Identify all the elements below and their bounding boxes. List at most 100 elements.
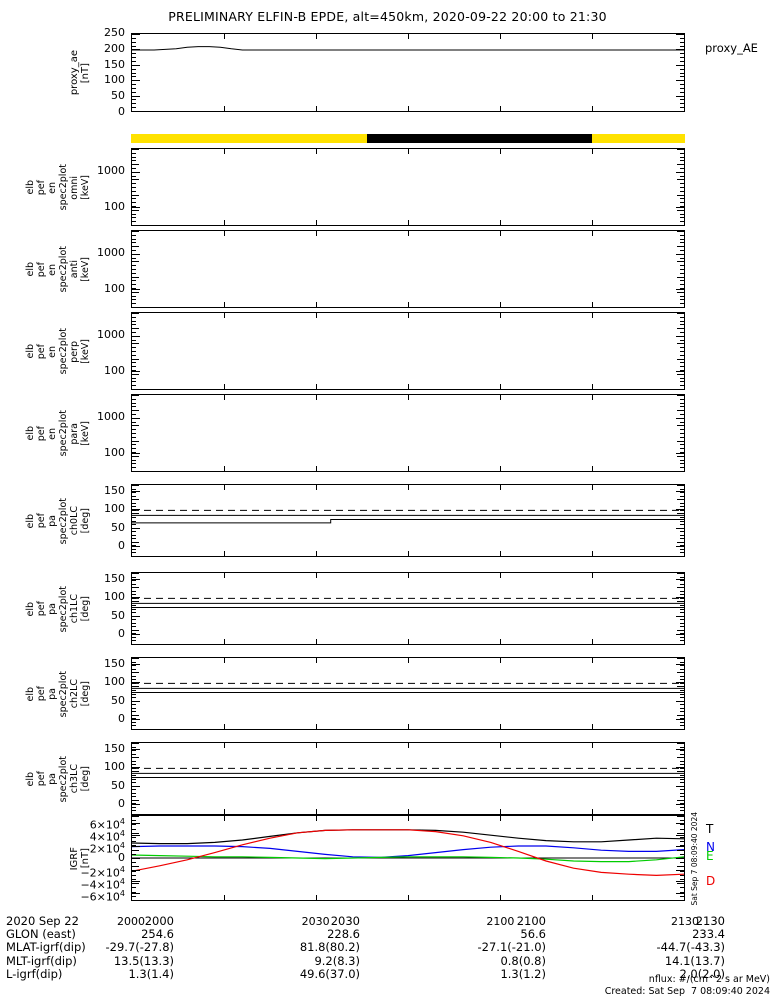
tick-minor	[680, 398, 684, 400]
tick-minor	[132, 389, 139, 390]
tick-major	[132, 857, 140, 859]
tick-minor	[680, 436, 684, 438]
tick-minor	[132, 573, 139, 574]
tick-minor	[680, 789, 684, 791]
tick-minor	[680, 57, 684, 59]
tick-minor	[132, 99, 136, 101]
tick-x	[224, 895, 225, 900]
ytick-label: −2×104	[0, 864, 125, 879]
tick-minor	[680, 495, 684, 497]
tick-x	[408, 220, 409, 225]
tick-minor	[677, 866, 684, 868]
tick-minor	[132, 316, 136, 318]
tick-x	[592, 395, 593, 400]
tick-minor	[677, 179, 684, 181]
tick-minor	[132, 156, 136, 158]
ytick-label: 100	[104, 446, 125, 460]
tick-major	[132, 64, 140, 66]
tick-minor	[680, 862, 684, 864]
tick-minor	[677, 587, 684, 589]
tick-minor	[132, 743, 139, 744]
tick-x	[500, 809, 501, 814]
tick-x	[224, 466, 225, 471]
tick-x	[316, 220, 317, 225]
tick-major	[676, 869, 684, 871]
tick-major	[676, 111, 684, 112]
tick-major	[132, 49, 140, 51]
tick-minor	[132, 619, 136, 621]
tick-minor	[132, 757, 139, 759]
tick-minor	[680, 152, 684, 154]
xtick-label: 2030	[301, 915, 330, 928]
tick-minor	[132, 750, 136, 752]
tick-x	[316, 551, 317, 556]
tick-minor	[132, 626, 136, 628]
tick-minor	[680, 668, 684, 670]
tick-minor	[132, 402, 136, 404]
ytick-label: 2×104	[0, 840, 125, 855]
tick-minor	[132, 746, 136, 748]
tick-minor	[132, 820, 136, 822]
ylabel-line: para	[69, 422, 80, 445]
tick-x	[316, 466, 317, 471]
tick-minor	[677, 573, 684, 574]
tick-minor	[132, 845, 136, 847]
tick-minor	[132, 714, 139, 716]
tick-minor	[680, 782, 684, 784]
tick-minor	[677, 644, 684, 645]
tick-minor	[132, 590, 136, 592]
tick-x	[592, 485, 593, 490]
tick-minor	[132, 796, 136, 798]
ytick-label: 100	[104, 364, 125, 378]
tick-minor	[132, 284, 136, 286]
footer-value-l: 2.0(2.0)	[679, 966, 725, 981]
tick-minor	[132, 221, 136, 223]
tick-minor	[680, 636, 684, 638]
tick-minor	[132, 601, 139, 603]
tick-minor	[680, 492, 684, 494]
tick-x	[224, 809, 225, 814]
ytick-label: 50	[111, 608, 125, 622]
tick-minor	[677, 225, 684, 226]
tick-minor	[680, 303, 684, 305]
ytick-label: 100	[104, 502, 125, 516]
tick-x	[500, 231, 501, 236]
tick-minor	[132, 534, 136, 536]
tick-minor	[132, 103, 136, 105]
ylabel-pef-en-para: elb pef en spec2plot para [keV]	[23, 410, 93, 456]
tick-major	[132, 881, 140, 883]
tick-minor	[132, 622, 136, 624]
tick-minor	[680, 874, 684, 876]
tick-minor	[677, 771, 684, 773]
tick-minor	[132, 269, 136, 270]
ylabel-line: en	[47, 345, 58, 358]
tick-minor	[680, 778, 684, 780]
panel-igrf	[131, 815, 685, 901]
tick-minor	[680, 238, 684, 240]
tick-x	[500, 551, 501, 556]
tick-minor	[677, 485, 684, 486]
tick-minor	[132, 828, 136, 830]
tick-minor	[132, 774, 136, 776]
tick-minor	[680, 202, 684, 204]
ylabel-pef-en-perp: elb pef en spec2plot perp [keV]	[23, 328, 93, 374]
footer-value-l: 1.3(1.2)	[500, 966, 546, 981]
tick-major	[132, 335, 140, 337]
tick-minor	[132, 234, 136, 236]
tick-x	[500, 658, 501, 663]
tick-minor	[132, 45, 136, 47]
tick-minor	[132, 425, 139, 427]
footer-value-mlat: -27.1(-21.0)	[477, 940, 546, 955]
ytick-label: −4×104	[0, 876, 125, 891]
tick-x	[500, 639, 501, 644]
tick-minor	[132, 291, 139, 293]
tick-major	[132, 206, 140, 208]
tick-x	[408, 639, 409, 644]
tick-major	[676, 417, 684, 419]
tick-minor	[132, 502, 136, 504]
tick-minor	[677, 900, 684, 901]
tick-x	[408, 816, 409, 821]
tick-minor	[132, 398, 136, 400]
tick-minor	[132, 760, 136, 762]
tick-minor	[680, 520, 684, 522]
